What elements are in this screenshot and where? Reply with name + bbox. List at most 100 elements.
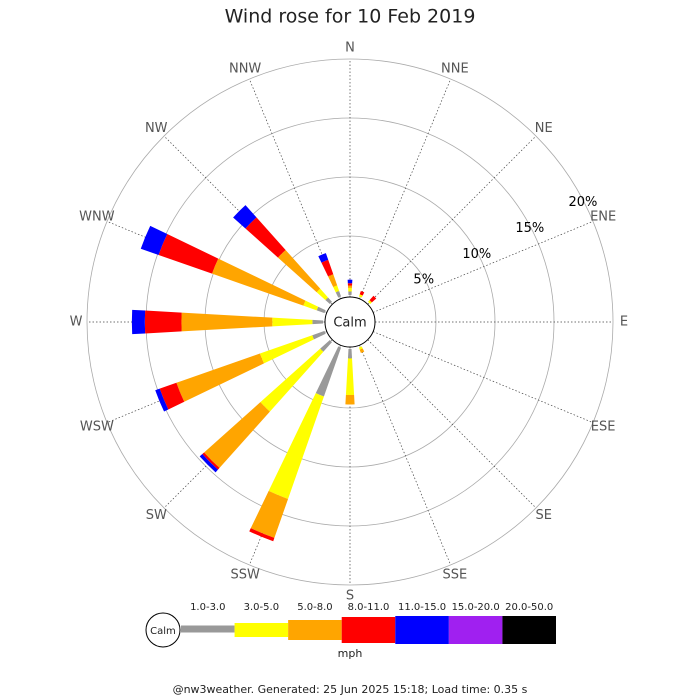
wind-segment <box>249 528 275 542</box>
direction-label: W <box>70 315 83 330</box>
wind-segment <box>181 312 273 332</box>
chart-title: Wind rose for 10 Feb 2019 <box>225 6 476 28</box>
wind-segment <box>250 490 289 538</box>
direction-label: NNW <box>229 61 261 76</box>
direction-line <box>359 78 451 300</box>
direction-label: WNW <box>79 210 115 225</box>
wind-segment <box>374 310 376 314</box>
wind-segment <box>374 330 376 334</box>
direction-label: ENE <box>590 210 616 225</box>
direction-label: SSE <box>442 568 467 583</box>
direction-label: N <box>345 41 355 56</box>
direction-label: SSW <box>230 568 260 583</box>
wind-segment <box>144 310 182 334</box>
direction-label: WSW <box>80 419 114 434</box>
wind-segment <box>348 291 352 296</box>
r-tick-label: 20% <box>568 195 597 210</box>
wind-segment <box>176 353 265 402</box>
legend-label: 5.0-8.0 <box>297 602 332 613</box>
legend-label: 3.0-5.0 <box>244 602 279 613</box>
wind-segment <box>318 253 329 263</box>
direction-label: ESE <box>591 419 616 434</box>
wind-segment <box>320 339 333 352</box>
r-tick-label: 5% <box>413 273 434 288</box>
wind-segment <box>374 310 376 314</box>
wind-segment <box>325 297 333 305</box>
wind-segment <box>316 306 326 314</box>
wind-segment <box>321 259 334 277</box>
wind-segment <box>131 309 146 335</box>
wind-segment <box>347 283 353 286</box>
wind-segment <box>345 358 355 396</box>
legend-swatch <box>341 617 396 643</box>
wind-segment <box>316 288 329 301</box>
wind-segment <box>259 335 314 364</box>
wind-segment <box>268 393 324 499</box>
legend-calm-circle <box>145 612 181 648</box>
direction-line <box>372 331 594 423</box>
wind-segment <box>212 258 306 306</box>
direction-label: S <box>346 589 354 604</box>
wind-segment <box>159 382 185 410</box>
wind-segment <box>233 205 257 229</box>
wind-segment <box>158 234 219 274</box>
wind-segment <box>333 285 340 293</box>
direction-label: SE <box>536 508 552 523</box>
wind-segment <box>374 330 376 334</box>
wind-segment <box>374 330 376 334</box>
wind-segment <box>260 348 324 412</box>
wind-segment <box>374 330 376 334</box>
wind-segment <box>202 452 220 470</box>
direction-label: NE <box>535 121 553 136</box>
direction-label: NW <box>145 121 168 136</box>
wind-segment <box>348 287 352 292</box>
wind-segment <box>374 310 376 314</box>
wind-segment <box>303 300 319 311</box>
r-tick-label: 15% <box>515 221 544 236</box>
wind-segment <box>374 310 376 314</box>
wind-segment <box>374 310 376 314</box>
wind-segment <box>374 310 376 314</box>
calm-label: Calm <box>333 316 366 331</box>
direction-line <box>367 339 537 509</box>
wind-segment <box>347 348 353 359</box>
legend-swatch <box>234 623 289 637</box>
legend-swatch <box>181 625 235 633</box>
wind-segment <box>369 295 377 303</box>
wind-segment <box>374 330 376 334</box>
legend-swatch <box>448 616 503 644</box>
footer: @nw3weather. Generated: 25 Jun 2025 15:1… <box>173 683 528 696</box>
wind-segment <box>374 330 376 334</box>
legend-swatch <box>288 620 342 640</box>
wind-segment <box>199 454 218 473</box>
legend-swatch <box>395 616 449 644</box>
wind-segment <box>277 249 321 293</box>
wind-segment <box>312 319 324 325</box>
wind-segment <box>312 330 326 340</box>
direction-label: SW <box>146 508 167 523</box>
direction-label: NNE <box>441 61 469 76</box>
direction-line <box>367 135 537 305</box>
wind-segment <box>155 388 169 412</box>
legend-label: 15.0-20.0 <box>452 602 500 613</box>
wind-segment <box>140 225 168 255</box>
grid-ring <box>86 58 614 586</box>
direction-label: E <box>620 315 628 330</box>
legend-label: 8.0-11.0 <box>348 602 390 613</box>
legend-unit: mph <box>338 647 363 660</box>
legend-label: 20.0-50.0 <box>505 602 553 613</box>
wind-segment <box>358 346 363 350</box>
wind-segment <box>245 217 286 258</box>
wind-segment <box>345 394 355 405</box>
legend-swatch <box>502 616 556 644</box>
wind-segment <box>359 348 365 354</box>
r-tick-label: 10% <box>462 247 491 262</box>
wind-segment <box>367 300 372 305</box>
wind-segment <box>347 285 353 288</box>
wind-segment <box>358 294 363 298</box>
wind-segment <box>272 317 313 327</box>
legend-label: 1.0-3.0 <box>190 602 225 613</box>
calm-circle <box>324 296 376 348</box>
wind-segment <box>204 402 270 468</box>
